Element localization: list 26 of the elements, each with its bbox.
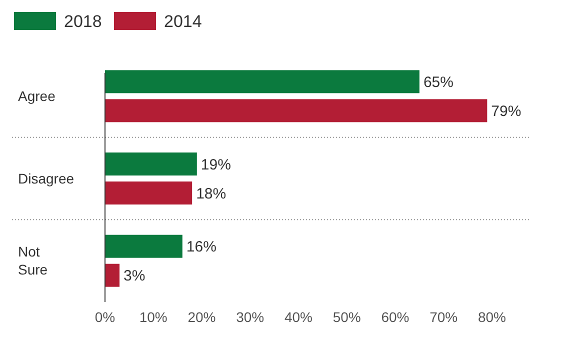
x-tick-label: 70% — [430, 309, 458, 325]
x-tick-label: 30% — [236, 309, 264, 325]
data-label: 18% — [196, 185, 226, 202]
bar — [105, 264, 120, 287]
data-label: 65% — [423, 74, 454, 91]
legend-label: 2018 — [64, 12, 102, 31]
bar — [105, 70, 420, 94]
bar — [105, 234, 182, 258]
bar — [105, 99, 488, 122]
y-tick-label: Agree — [18, 88, 56, 104]
y-tick-label: Not Sure — [18, 244, 48, 278]
x-tick-label: 20% — [188, 309, 216, 325]
x-tick-label: 80% — [478, 309, 506, 325]
y-tick-label: Disagree — [18, 170, 74, 186]
data-label: 79% — [491, 102, 522, 120]
bar — [105, 152, 197, 176]
data-label: 3% — [124, 268, 146, 285]
data-label: 19% — [200, 156, 231, 174]
x-tick-label: 50% — [332, 309, 361, 325]
x-tick-label: 40% — [284, 309, 313, 325]
x-tick-label: 60% — [381, 309, 410, 325]
legend-label: 2014 — [164, 12, 202, 31]
x-tick-label: 10% — [139, 309, 168, 325]
bar — [105, 182, 192, 204]
data-label: 16% — [186, 238, 216, 256]
x-tick-label: 0% — [94, 309, 116, 325]
